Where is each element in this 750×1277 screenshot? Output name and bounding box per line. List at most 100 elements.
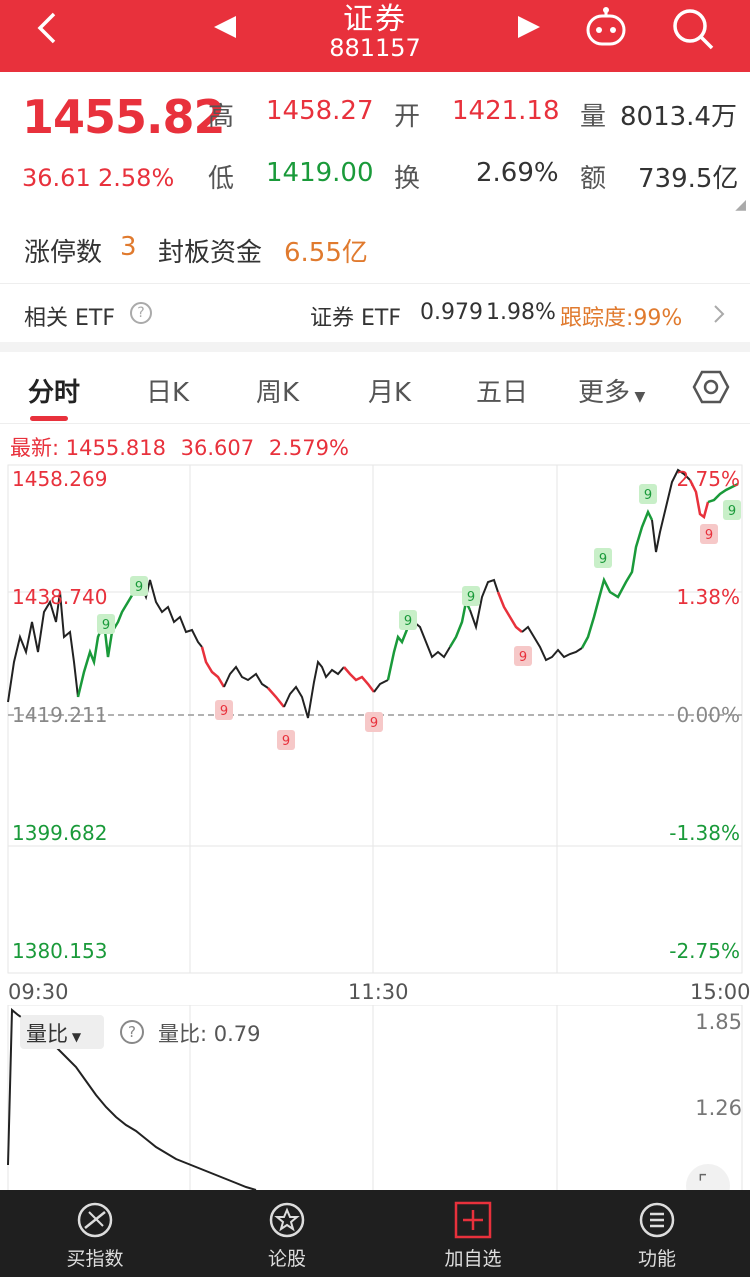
etf-tracking: 跟踪度:99%: [560, 306, 683, 331]
price-line-up-segment: [580, 508, 654, 649]
price-line-down-segment: [688, 479, 710, 520]
price-line-segment: [651, 468, 691, 553]
etf-price: 0.979: [420, 300, 483, 325]
svg-text:9: 9: [135, 580, 143, 595]
td-marker[interactable]: 9: [97, 614, 115, 634]
nav-buy-index[interactable]: 买指数: [30, 1190, 160, 1277]
svg-text:9: 9: [519, 650, 527, 665]
discuss-icon: [269, 1202, 305, 1238]
add-watch-icon: [454, 1201, 492, 1239]
latest-label: 最新:: [10, 436, 60, 460]
amount-value: 739.5亿: [638, 164, 739, 194]
td-marker[interactable]: 9: [700, 524, 718, 544]
y-axis-label-right: -2.75%: [669, 939, 740, 963]
settings-icon[interactable]: [692, 368, 730, 406]
td-marker[interactable]: 9: [365, 712, 383, 732]
tab-monthly-k[interactable]: 月K: [368, 378, 412, 408]
menu-icon: [639, 1202, 675, 1238]
td-marker[interactable]: 9: [723, 500, 741, 520]
td-marker[interactable]: 9: [462, 586, 480, 606]
section-divider: [0, 342, 750, 352]
latest-pct: 2.579%: [268, 436, 349, 460]
caret-down-icon: ▼: [630, 389, 646, 405]
price-line-down-segment: [200, 646, 226, 688]
tab-five-day[interactable]: 五日: [476, 378, 529, 408]
tab-weekly-k[interactable]: 周K: [256, 378, 300, 408]
related-etf-label: 相关 ETF: [24, 306, 115, 331]
td-marker[interactable]: 9: [399, 610, 417, 630]
svg-text:9: 9: [467, 590, 475, 605]
y-axis-label-right: 0.00%: [676, 703, 740, 727]
td-marker[interactable]: 9: [514, 646, 532, 666]
turnover-value: 2.69%: [476, 158, 559, 188]
svg-text:9: 9: [728, 504, 736, 519]
seal-fund-value: 6.55亿: [284, 238, 368, 268]
td-marker[interactable]: 9: [130, 576, 148, 596]
price-line-segment: [7, 591, 79, 703]
svg-text:9: 9: [102, 618, 110, 633]
td-marker[interactable]: 9: [639, 484, 657, 504]
svg-text:9: 9: [370, 716, 378, 731]
price-line-up-segment: [707, 482, 739, 504]
etf-pct: 1.98%: [486, 300, 556, 325]
price-line-segment: [139, 579, 203, 648]
price-change: 36.61: [22, 164, 91, 192]
price-line-segment: [521, 625, 583, 662]
etf-name: 证券 ETF: [310, 306, 401, 331]
high-value: 1458.27: [266, 96, 374, 126]
expand-chevron-icon[interactable]: ◢: [735, 197, 746, 213]
latest-price: 1455.818: [65, 436, 166, 460]
volume-indicator-dropdown[interactable]: 量比 ▼: [20, 1015, 104, 1049]
td-marker[interactable]: 9: [215, 700, 233, 720]
price-line-segment: [283, 659, 345, 719]
tab-daily-k[interactable]: 日K: [146, 378, 190, 408]
intraday-chart[interactable]: 9 9 9 9 9 9 9 9 9 9 9 9 1458.269 1438.74…: [0, 462, 750, 1002]
svg-text:9: 9: [282, 734, 290, 749]
x-axis-label: 11:30: [348, 980, 409, 1004]
nav-functions[interactable]: 功能: [592, 1190, 722, 1277]
page-title: 证券: [343, 2, 407, 37]
tab-intraday[interactable]: 分时: [28, 378, 81, 408]
y-axis-label-right: -1.38%: [669, 821, 740, 845]
robot-assistant-icon[interactable]: [582, 6, 630, 50]
price-line-down-segment: [496, 591, 523, 633]
volume-indicator-label: 量比: [26, 1022, 68, 1046]
back-icon[interactable]: [30, 8, 64, 48]
caret-down-icon: ▼: [68, 1030, 82, 1044]
volume-value: 8013.4万: [620, 102, 737, 132]
price-change-pct: 2.58%: [98, 164, 175, 192]
help-icon[interactable]: ?: [120, 1020, 144, 1044]
nav-add-watchlist[interactable]: 加自选: [408, 1190, 538, 1277]
low-value: 1419.00: [266, 158, 374, 188]
svg-text:9: 9: [599, 552, 607, 567]
next-stock-icon[interactable]: [516, 14, 542, 40]
prev-stock-icon[interactable]: [212, 14, 238, 40]
y-axis-label-right: 2.75%: [676, 467, 740, 491]
top-bar: 证券 881157: [0, 0, 750, 72]
chart-tabs: 分时 日K 周K 月K 五日 更多 ▼: [0, 352, 750, 424]
tab-more[interactable]: 更多 ▼: [578, 372, 645, 409]
bottom-nav: 买指数 论股 加自选 功能: [0, 1190, 750, 1277]
nav-label: 功能: [637, 1248, 676, 1270]
x-axis-label: 09:30: [8, 980, 69, 1004]
nav-discuss[interactable]: 论股: [222, 1190, 352, 1277]
amount-label: 额: [580, 164, 607, 194]
price-line-segment: [373, 679, 389, 693]
active-tab-indicator: [30, 416, 68, 421]
stock-code: 881157: [329, 34, 421, 62]
price-line-down-segment: [267, 687, 285, 708]
price-line-segment: [469, 578, 499, 631]
volume-tick-label: 1.85: [695, 1010, 742, 1034]
nav-label: 买指数: [66, 1248, 124, 1270]
td-marker[interactable]: 9: [594, 548, 612, 568]
td-marker[interactable]: 9: [277, 730, 295, 750]
search-icon[interactable]: [670, 6, 716, 52]
volume-ratio-value: 量比: 0.79: [158, 1022, 261, 1046]
volume-ratio-chart[interactable]: [0, 1005, 750, 1195]
chevron-right-icon[interactable]: [712, 304, 726, 324]
turnover-label: 换: [394, 164, 421, 194]
nav-label: 论股: [267, 1248, 306, 1270]
price-line-segment: [223, 665, 269, 689]
related-etf-row[interactable]: 相关 ETF ? 证券 ETF 0.979 1.98% 跟踪度:99%: [0, 284, 750, 342]
help-icon[interactable]: ?: [130, 302, 152, 324]
